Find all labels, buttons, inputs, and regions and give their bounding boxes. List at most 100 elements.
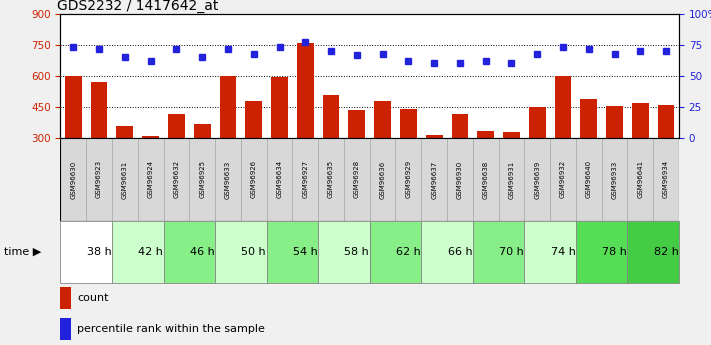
Bar	[627, 138, 653, 221]
Bar	[60, 221, 112, 283]
Bar	[426, 135, 442, 200]
Text: GSM96636: GSM96636	[380, 160, 385, 198]
Text: GSM96632: GSM96632	[173, 160, 179, 198]
Bar	[421, 138, 447, 221]
Text: GSM96637: GSM96637	[431, 160, 437, 198]
Bar	[370, 221, 421, 283]
Text: GSM96933: GSM96933	[611, 160, 618, 198]
Bar	[451, 114, 469, 200]
Bar	[271, 77, 288, 200]
Bar	[318, 138, 344, 221]
Text: GSM96926: GSM96926	[251, 160, 257, 198]
Bar	[555, 76, 572, 200]
Bar	[524, 221, 576, 283]
Bar	[447, 138, 473, 221]
Bar	[194, 124, 210, 200]
Bar	[189, 138, 215, 221]
Text: time ▶: time ▶	[4, 247, 41, 257]
Bar	[60, 318, 71, 340]
Bar	[348, 110, 365, 200]
Bar	[473, 138, 498, 221]
Bar	[550, 138, 576, 221]
Text: GDS2232 / 1417642_at: GDS2232 / 1417642_at	[58, 0, 219, 13]
Bar	[60, 287, 71, 309]
Bar	[606, 106, 623, 200]
Bar	[164, 221, 215, 283]
Bar	[245, 101, 262, 200]
Bar	[241, 138, 267, 221]
Bar	[91, 82, 107, 200]
Text: GSM96631: GSM96631	[122, 160, 128, 198]
Text: GSM96934: GSM96934	[663, 160, 669, 198]
Bar	[400, 109, 417, 200]
Bar	[374, 101, 391, 200]
Bar	[576, 221, 627, 283]
Bar	[344, 138, 370, 221]
Text: 38 h: 38 h	[87, 247, 112, 257]
Text: GSM96641: GSM96641	[637, 160, 643, 198]
Text: 42 h: 42 h	[138, 247, 163, 257]
Bar	[112, 138, 138, 221]
Text: 50 h: 50 h	[242, 247, 266, 257]
Text: GSM96638: GSM96638	[483, 160, 488, 198]
Text: GSM96927: GSM96927	[302, 160, 309, 198]
Bar	[86, 138, 112, 221]
Text: 66 h: 66 h	[448, 247, 472, 257]
Bar	[142, 136, 159, 200]
Text: 74 h: 74 h	[550, 247, 575, 257]
Bar	[138, 138, 164, 221]
Bar	[220, 76, 236, 200]
Bar	[580, 99, 597, 200]
Text: 58 h: 58 h	[344, 247, 369, 257]
Bar	[602, 138, 627, 221]
Bar	[658, 105, 675, 200]
Bar	[60, 138, 86, 221]
Bar	[65, 76, 82, 200]
Text: GSM96633: GSM96633	[225, 160, 231, 198]
Bar	[117, 126, 133, 200]
Text: GSM96929: GSM96929	[405, 160, 412, 198]
Bar	[164, 138, 189, 221]
Text: GSM96630: GSM96630	[70, 160, 76, 198]
Bar	[215, 138, 241, 221]
Text: 54 h: 54 h	[293, 247, 318, 257]
Bar	[473, 221, 524, 283]
Bar	[529, 107, 545, 200]
Text: count: count	[77, 294, 109, 303]
Bar	[653, 138, 679, 221]
Bar	[370, 138, 395, 221]
Text: percentile rank within the sample: percentile rank within the sample	[77, 325, 265, 334]
Text: GSM96924: GSM96924	[148, 160, 154, 198]
Bar	[498, 138, 524, 221]
Text: 78 h: 78 h	[602, 247, 627, 257]
Text: 82 h: 82 h	[653, 247, 678, 257]
Text: GSM96639: GSM96639	[534, 160, 540, 198]
Bar	[168, 114, 185, 200]
Bar	[627, 221, 679, 283]
Text: GSM96635: GSM96635	[328, 160, 334, 198]
Text: GSM96640: GSM96640	[586, 160, 592, 198]
Bar	[323, 95, 339, 200]
Bar	[297, 43, 314, 200]
Text: GSM96923: GSM96923	[96, 160, 102, 198]
Bar	[632, 103, 648, 200]
Bar	[503, 132, 520, 200]
Text: GSM96932: GSM96932	[560, 160, 566, 198]
Bar	[576, 138, 602, 221]
Bar	[215, 221, 267, 283]
Bar	[267, 221, 319, 283]
Bar	[421, 221, 473, 283]
Text: GSM96925: GSM96925	[199, 160, 205, 198]
Bar	[477, 131, 494, 200]
Bar	[292, 138, 318, 221]
Text: GSM96928: GSM96928	[354, 160, 360, 198]
Text: GSM96634: GSM96634	[277, 160, 282, 198]
Text: 70 h: 70 h	[499, 247, 524, 257]
Text: 62 h: 62 h	[396, 247, 421, 257]
Text: GSM96931: GSM96931	[508, 160, 515, 198]
Text: 46 h: 46 h	[190, 247, 215, 257]
Bar	[524, 138, 550, 221]
Text: GSM96930: GSM96930	[457, 160, 463, 198]
Bar	[112, 221, 164, 283]
Bar	[318, 221, 370, 283]
